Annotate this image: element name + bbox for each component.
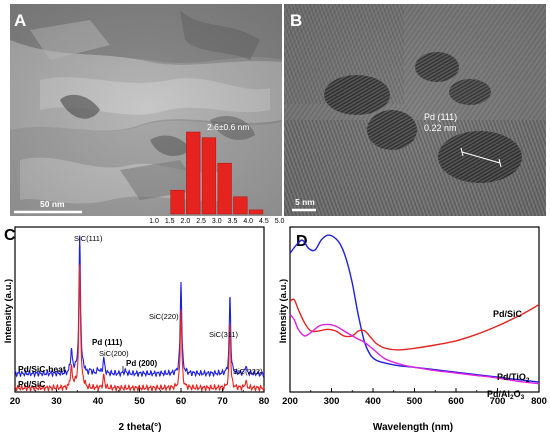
x-tick-label: 300 bbox=[324, 396, 340, 407]
hrtem-image-b bbox=[284, 4, 546, 216]
xrd-y-axis-label: Intensity (a.u.) bbox=[3, 279, 14, 343]
peak-label-sic222: SiC(222) bbox=[233, 367, 263, 376]
x-tick-label: 70 bbox=[217, 396, 228, 407]
uvvis-x-axis-label: Wavelength (nm) bbox=[373, 422, 453, 433]
tem-image-a bbox=[10, 4, 282, 216]
x-tick-label: 80 bbox=[259, 396, 270, 407]
histogram-tick-label: 1.5 bbox=[165, 218, 175, 225]
panel-b: B Pd (111) 0.22 nm 5 nm bbox=[284, 4, 546, 216]
peak-label-sic220: SiC(220) bbox=[149, 312, 179, 321]
histogram-bar bbox=[217, 162, 232, 215]
histogram-tick-label: 4.0 bbox=[243, 218, 253, 225]
x-tick-label: 30 bbox=[51, 396, 62, 407]
histogram-tick-label: 5.0 bbox=[275, 218, 285, 225]
scale-bar-a-label: 50 nm bbox=[40, 199, 65, 209]
panel-c-letter: C bbox=[4, 227, 16, 244]
lattice-measure-line bbox=[461, 151, 501, 164]
panel-d: D 200 300 400 500 600 700 800 Intensity (a.u.)… bbox=[278, 226, 547, 433]
size-histogram: 2.6±0.6 nm 1.0 1.5 2.0 2.5 3.0 3.5 4.0 4.5 5.0 bbox=[149, 122, 284, 225]
lattice-label-line1: Pd (111) bbox=[424, 112, 457, 122]
x-tick-label: 200 bbox=[282, 396, 298, 407]
x-tick-label: 500 bbox=[407, 396, 423, 407]
uvvis-series-line bbox=[289, 313, 540, 385]
x-tick-label: 50 bbox=[134, 396, 145, 407]
histogram-tick-label: 4.5 bbox=[259, 218, 269, 225]
lattice-label-line2: 0.22 nm bbox=[424, 123, 457, 133]
histogram-tick-label: 2.5 bbox=[196, 218, 206, 225]
lattice-measure-tick bbox=[460, 147, 464, 157]
lattice-measure-tick bbox=[498, 158, 502, 168]
histogram-tick-label: 3.0 bbox=[212, 218, 222, 225]
xrd-x-axis-label: 2 theta(°) bbox=[119, 422, 162, 433]
xrd-series-line bbox=[14, 264, 265, 393]
histogram-mean-label: 2.6±0.6 nm bbox=[207, 122, 249, 132]
panel-b-letter: B bbox=[290, 11, 302, 30]
xrd-series-line bbox=[14, 235, 265, 378]
peak-label-pd111: Pd (111) bbox=[92, 338, 123, 347]
histogram-tick-label: 3.5 bbox=[228, 218, 238, 225]
peak-label-pd200: Pd (200) bbox=[126, 359, 157, 368]
histogram-bar bbox=[170, 189, 185, 215]
panel-c: C 20 30 40 50 60 70 80 Intensity (a.u.) 2 thet… bbox=[3, 226, 270, 433]
histogram-tick-label: 1.0 bbox=[149, 218, 159, 225]
xrd-legend-heat: Pd/SiC-heat bbox=[18, 364, 66, 374]
peak-label-sic311: SiC(311) bbox=[209, 330, 239, 339]
uvvis-y-axis-label: Intensity (a.u.) bbox=[278, 279, 289, 343]
histogram-tick-label: 2.0 bbox=[181, 218, 191, 225]
peak-label-sic200: SiC(200) bbox=[99, 349, 129, 358]
scale-bar-b-label: 5 nm bbox=[295, 197, 315, 207]
x-tick-label: 600 bbox=[448, 396, 464, 407]
peak-label-sic111: SiC(111) bbox=[74, 234, 103, 243]
histogram-bar bbox=[201, 137, 217, 215]
xrd-legend-pdsic: Pd/SiC bbox=[18, 379, 45, 389]
x-tick-label: 40 bbox=[93, 396, 104, 407]
x-tick-label: 20 bbox=[10, 396, 21, 407]
x-tick-label: 60 bbox=[176, 396, 187, 407]
x-tick-label: 700 bbox=[490, 396, 506, 407]
xrd-peak-annotations: SiC(111) Pd (111) SiC(200) Pd (200) SiC(… bbox=[74, 234, 263, 376]
uvvis-label-pdsic: Pd/SiC bbox=[493, 309, 523, 319]
panel-a-letter: A bbox=[14, 11, 26, 30]
panel-d-letter: D bbox=[296, 233, 308, 250]
x-tick-label: 400 bbox=[365, 396, 381, 407]
uvvis-label-pdal2o3: Pd/Al2O3 bbox=[487, 389, 525, 401]
histogram-bar bbox=[186, 131, 201, 215]
histogram-bar bbox=[233, 196, 248, 215]
panel-a: A 50 nm 2.6±0.6 nm 1.0 1.5 2.0 2.5 3.0 3.5 4.0… bbox=[10, 4, 285, 225]
histogram-bar bbox=[248, 209, 264, 215]
uvvis-series-line bbox=[289, 298, 540, 351]
x-tick-label: 800 bbox=[531, 396, 547, 407]
uvvis-label-pdtio2: Pd/TiO2 bbox=[497, 372, 530, 384]
